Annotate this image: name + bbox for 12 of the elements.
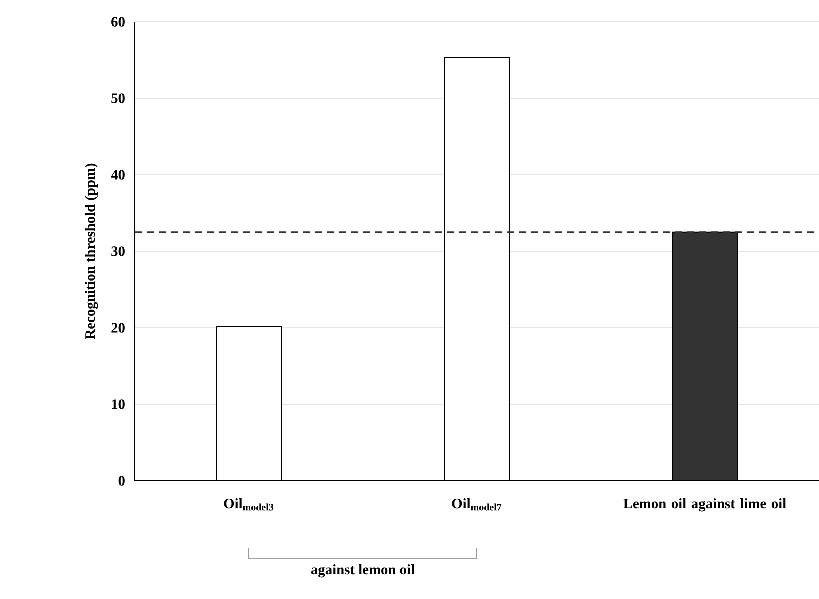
y-tick-label: 0 [118, 476, 125, 486]
y-tick-label: 10 [112, 400, 125, 410]
x-tick-label: Oil$_{model7}$ [452, 498, 502, 511]
y-tick-label: 50 [112, 94, 125, 104]
y-tick-label: 20 [112, 323, 125, 333]
x-tick-label: Lemon oil against lime oil [624, 498, 786, 512]
y-tick-label: 30 [112, 246, 125, 256]
y-tick-label: 40 [111, 170, 125, 180]
y-tick-label: 60 [112, 17, 125, 27]
text: against lemon oil [311, 564, 415, 578]
x-tick-label: Oil$_{model3}$ [224, 498, 274, 511]
y-axis-title: Recognition threshold (ppm) [85, 164, 98, 340]
